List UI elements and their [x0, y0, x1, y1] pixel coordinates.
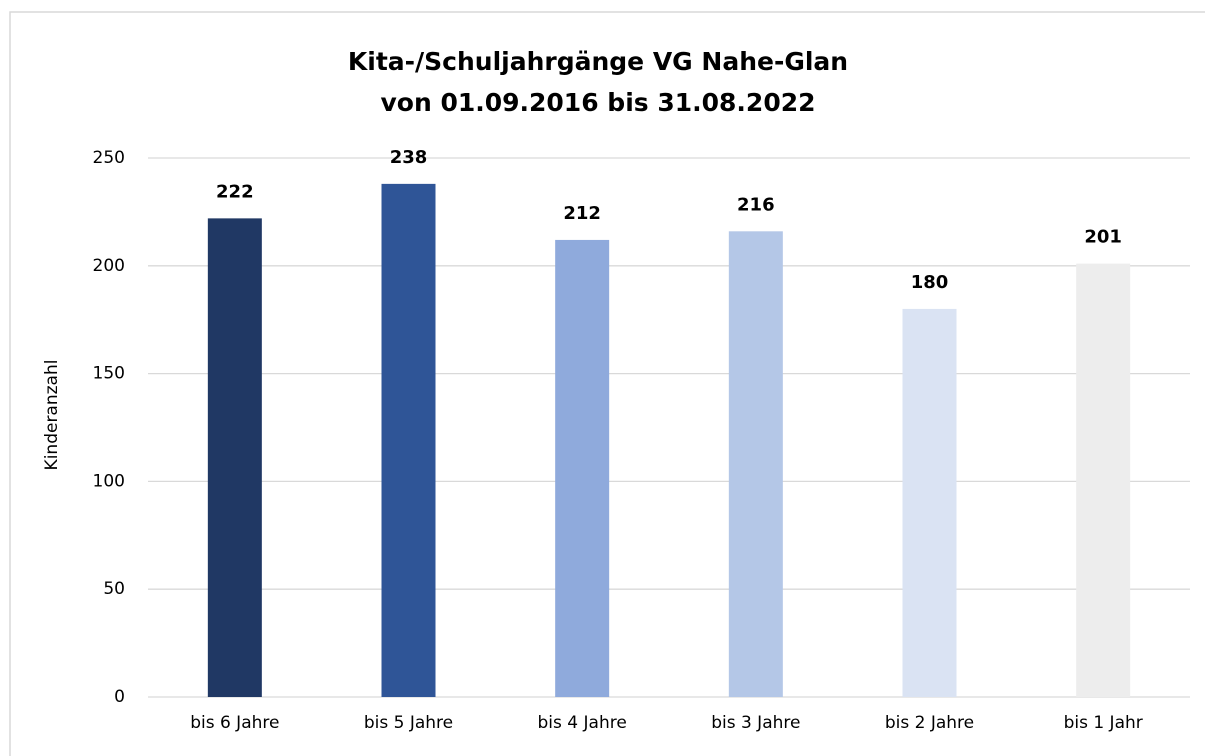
y-tick-label: 150	[93, 364, 125, 384]
data-label: 222	[216, 181, 254, 202]
data-label: 201	[1084, 227, 1122, 248]
bar	[381, 183, 436, 697]
chart-title: Kita-/Schuljahrgänge VG Nahe-Glan	[348, 47, 848, 76]
x-tick-label: bis 5 Jahre	[364, 713, 453, 733]
y-tick-label: 250	[93, 148, 125, 168]
chart-subtitle: von 01.09.2016 bis 31.08.2022	[380, 88, 815, 117]
bar	[555, 239, 610, 698]
y-tick-label: 50	[103, 579, 125, 599]
x-tick-label: bis 1 Jahr	[1064, 713, 1143, 733]
bar	[207, 218, 262, 698]
x-tick-label: bis 6 Jahre	[190, 713, 279, 733]
x-tick-label: bis 4 Jahre	[538, 713, 627, 733]
y-axis-label: Kinderanzahl	[42, 360, 62, 471]
y-tick-label: 0	[114, 687, 125, 707]
data-label: 216	[737, 194, 775, 215]
x-tick-label: bis 2 Jahre	[885, 713, 974, 733]
x-tick-label: bis 3 Jahre	[711, 713, 800, 733]
data-label: 180	[911, 272, 949, 293]
y-tick-label: 100	[93, 471, 125, 491]
data-label: 212	[563, 203, 601, 224]
bar	[728, 231, 783, 697]
bar	[902, 308, 957, 697]
y-tick-label: 200	[93, 256, 125, 276]
data-label: 238	[390, 147, 428, 168]
bar	[1076, 263, 1131, 697]
